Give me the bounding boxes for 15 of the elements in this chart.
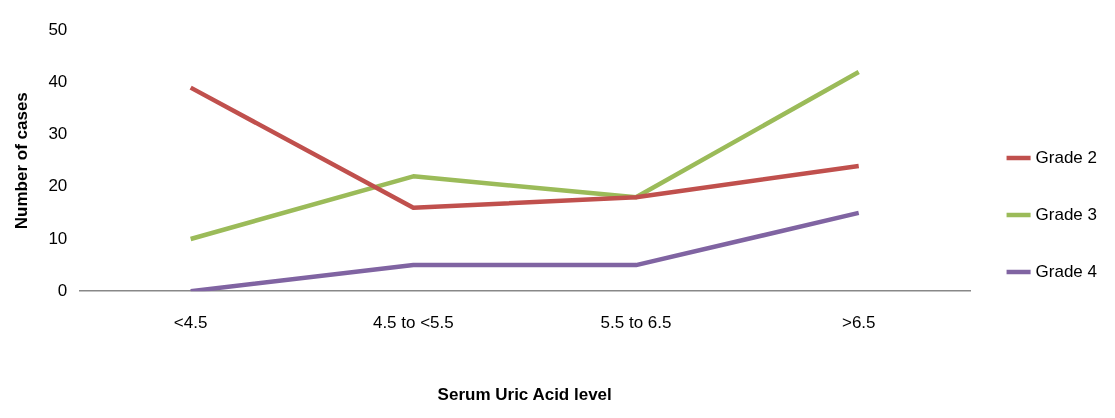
legend-label: Grade 3 [1035,204,1098,224]
x-tick-label: 4.5 to <5.5 [372,313,454,333]
legend-label: Grade 4 [1035,261,1098,281]
y-tick-label: 10 [48,228,68,248]
legend-label: Grade 2 [1035,147,1098,167]
x-axis-title: Serum Uric Acid level [437,385,612,405]
y-tick-label: 40 [48,72,68,92]
y-tick-label: 0 [57,280,68,300]
y-tick-label: 20 [48,176,68,196]
y-axis-title: Number of cases [11,92,31,230]
x-tick-label: 5.5 to 6.5 [600,313,672,333]
x-tick-label: <4.5 [173,313,208,333]
x-tick-label: >6.5 [841,313,876,333]
y-tick-label: 50 [48,19,68,39]
y-tick-label: 30 [48,124,68,144]
